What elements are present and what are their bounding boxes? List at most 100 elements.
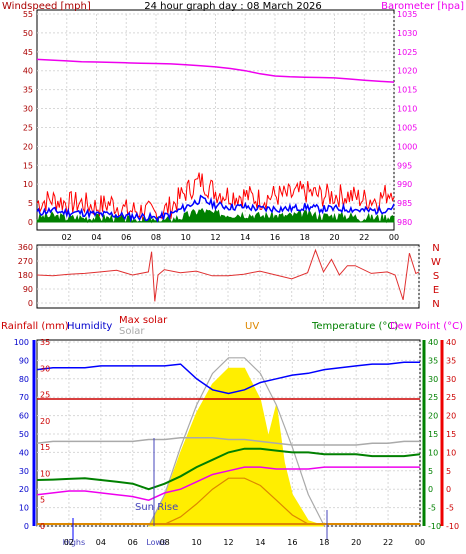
- humidity-tick-label: 60: [19, 412, 29, 421]
- wind-gust-line: [36, 172, 395, 223]
- bottom-x-tick-label: 10: [191, 538, 201, 547]
- wind-tick-label: 35: [23, 86, 33, 95]
- humidity-tick-label: 20: [19, 485, 29, 494]
- bottom-x-tick-label: 14: [255, 538, 265, 547]
- bottom-x-tick-label: 22: [383, 538, 393, 547]
- temp-tick-label: 40: [428, 338, 438, 347]
- dew-tick-label: 40: [446, 338, 456, 347]
- baro-tick-label: 1010: [397, 105, 417, 114]
- wind-tick-label: 55: [23, 10, 33, 19]
- baro-tick-label: 1025: [397, 48, 417, 57]
- dew-tick-label: 20: [446, 412, 456, 421]
- maxsolar-line: [148, 357, 325, 527]
- grey-line: [36, 436, 420, 446]
- wind-x-tick-label: 14: [240, 233, 250, 242]
- wind-x-tick-label: 12: [210, 233, 220, 242]
- humidity-line: [36, 361, 420, 395]
- rain-tick-label: 15: [40, 443, 50, 452]
- wind-x-tick-label: 00: [389, 233, 399, 242]
- wind-direction-ticks: 0 N 90 E 180 S 270 W 360 N: [18, 243, 441, 310]
- rain-tick-label: 30: [40, 364, 50, 373]
- dew-tick-label: -5: [446, 504, 454, 513]
- bottom-x-tick-label: 20: [351, 538, 361, 547]
- temp-tick-label: 30: [428, 375, 438, 384]
- humidity-tick-label: 40: [19, 448, 29, 457]
- wind-direction-line: [36, 248, 420, 302]
- humidity-legend: Humidity: [67, 321, 112, 332]
- solar-legend: Solar: [119, 326, 145, 337]
- wind-baro-series: [36, 58, 395, 224]
- dir-tick-label: 270: [18, 257, 33, 266]
- dew-tick-label: 0: [446, 485, 451, 494]
- wind-x-tick-label: 22: [359, 233, 369, 242]
- baro-tick-label: 1005: [397, 123, 417, 132]
- temp-hum-series: [36, 357, 421, 527]
- baro-line: [36, 58, 395, 83]
- temp-tick-label: 15: [428, 430, 438, 439]
- bottom-x-tick-label: 08: [160, 538, 170, 547]
- baro-tick-label: 995: [397, 161, 412, 170]
- wind-tick-label: 30: [23, 105, 33, 114]
- wind-low-area: [36, 207, 395, 224]
- temp-tick-label: 0: [428, 485, 433, 494]
- humidity-tick-label: 10: [19, 504, 29, 513]
- baro-tick-label: 985: [397, 199, 412, 208]
- compass-label: N: [432, 243, 439, 254]
- baro-tick-label: 1015: [397, 86, 417, 95]
- temp-hum-ticks: 010203040506070809010005101520253035-10-…: [14, 338, 459, 531]
- bottom-x-tick-label: Highs: [63, 538, 86, 547]
- wind-x-tick-label: 20: [329, 233, 339, 242]
- rain-tick-label: 5: [40, 496, 45, 505]
- dir-tick-label: 180: [18, 271, 33, 280]
- wind-tick-label: 40: [23, 67, 33, 76]
- humidity-tick-label: 90: [19, 356, 29, 365]
- wind-direction-grid: [37, 246, 420, 304]
- graph-title: 24 hour graph day : 08 March 2026: [144, 1, 322, 12]
- rain-tick-label: 10: [40, 469, 50, 478]
- compass-label: W: [431, 257, 441, 268]
- rain-tick-label: 25: [40, 391, 50, 400]
- wind-tick-label: 20: [23, 142, 33, 151]
- wind-avg-line: [36, 194, 395, 223]
- bottom-x-tick-label: 16: [287, 538, 297, 547]
- dir-tick-label: 90: [23, 285, 33, 294]
- uv-legend: UV: [245, 321, 259, 332]
- temperature-line: [36, 447, 421, 491]
- wind-x-tick-label: 06: [121, 233, 131, 242]
- uv-line: [164, 477, 309, 525]
- dewpoint-line: [36, 466, 420, 501]
- baro-tick-label: 1030: [397, 29, 417, 38]
- humidity-tick-label: 70: [19, 393, 29, 402]
- baro-tick-label: 990: [397, 180, 412, 189]
- wind-direction-panel: 0 N 90 E 180 S 270 W 360 N: [18, 243, 441, 310]
- dew-tick-label: 25: [446, 393, 456, 402]
- wind-tick-label: 25: [23, 123, 33, 132]
- baro-tick-label: 1000: [397, 142, 417, 151]
- temp-tick-label: 25: [428, 393, 438, 402]
- dew-tick-label: 35: [446, 356, 456, 365]
- wind-tick-label: 10: [23, 180, 33, 189]
- temp-hum-panel: Rainfall (mm) Humidity Max solar Solar U…: [1, 315, 463, 547]
- compass-label: N: [432, 299, 439, 310]
- compass-label: S: [433, 271, 439, 282]
- bottom-x-tick-label: 18: [319, 538, 329, 547]
- rain-tick-label: 20: [40, 417, 50, 426]
- wind-tick-label: 5: [28, 199, 33, 208]
- bottom-x-tick-label: 00: [415, 538, 425, 547]
- humidity-tick-label: 80: [19, 375, 29, 384]
- rain-tick-label: 35: [40, 338, 50, 347]
- dew-legend: Dew Point (°C): [390, 321, 463, 332]
- dew-tick-label: 5: [446, 467, 451, 476]
- rain-tick-label: 0: [40, 522, 45, 531]
- temp-tick-label: -5: [428, 504, 436, 513]
- humidity-tick-label: 100: [14, 338, 29, 347]
- wind-x-tick-label: 16: [270, 233, 280, 242]
- solar-area: [147, 367, 325, 527]
- bottom-x-tick-label: 12: [223, 538, 233, 547]
- wind-axis-title: Windspeed [mph]: [2, 1, 91, 12]
- wind-direction-series: [36, 248, 420, 302]
